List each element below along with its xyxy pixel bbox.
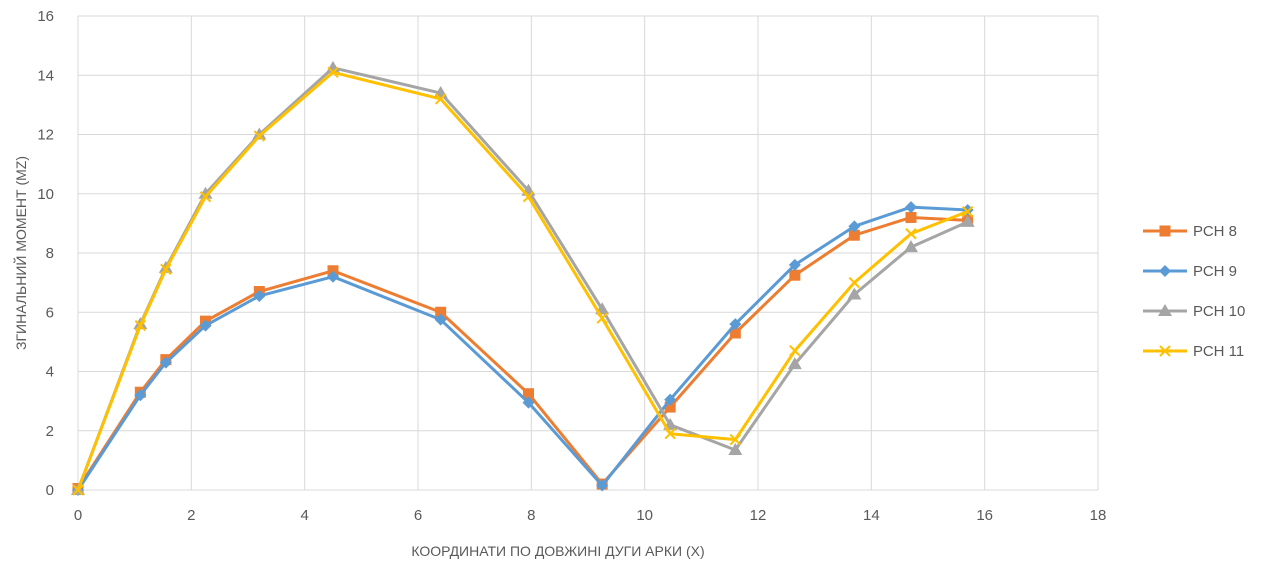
x-tick-label: 2	[187, 507, 195, 524]
legend-label: РСН 9	[1193, 263, 1237, 280]
y-tick-label: 8	[46, 245, 54, 262]
data-point-square	[523, 388, 534, 400]
data-point-x	[253, 130, 266, 142]
y-tick-label: 10	[37, 186, 54, 203]
data-point-x	[729, 433, 742, 446]
data-point-triangle	[728, 443, 743, 456]
legend-item: РСН 11	[1143, 343, 1244, 360]
x-tick-label: 8	[527, 507, 535, 524]
series-3	[71, 60, 975, 495]
data-point-diamond	[434, 313, 447, 326]
y-tick-label: 12	[37, 127, 54, 144]
data-point-triangle	[1158, 304, 1172, 316]
y-tick-label: 14	[37, 67, 54, 84]
series-line	[76, 215, 968, 490]
data-point-diamond	[729, 318, 742, 331]
data-point-square	[664, 401, 676, 413]
data-point-x	[72, 484, 84, 496]
x-tick-label: 10	[636, 507, 653, 524]
legend-label: РСН 10	[1193, 303, 1245, 320]
series-1	[72, 211, 974, 495]
x-tick-label: 12	[750, 507, 767, 524]
legend-item: РСН 9	[1143, 263, 1237, 280]
series-4	[72, 66, 974, 496]
data-point-square	[905, 211, 917, 223]
data-point-x	[434, 93, 447, 105]
data-point-triangle	[198, 186, 213, 199]
series-lines	[71, 60, 975, 496]
data-point-x	[1159, 345, 1171, 357]
data-point-x	[961, 205, 974, 218]
data-point-x	[905, 228, 917, 240]
data-point-diamond	[596, 479, 609, 492]
legend-item: РСН 10	[1143, 303, 1245, 320]
data-point-square	[789, 269, 801, 281]
data-point-diamond	[788, 258, 801, 271]
legend-item: РСН 8	[1143, 223, 1237, 240]
series-line	[76, 66, 969, 491]
data-point-diamond	[1159, 265, 1171, 277]
x-tick-label: 18	[1090, 507, 1107, 524]
y-tick-label: 2	[46, 423, 54, 440]
data-point-x	[789, 345, 801, 357]
data-point-square	[1159, 225, 1171, 237]
data-point-triangle	[252, 127, 267, 140]
legend-label: РСН 8	[1193, 223, 1237, 240]
data-point-triangle	[904, 240, 918, 253]
data-point-diamond	[199, 319, 212, 332]
y-tick-label: 0	[46, 482, 54, 499]
data-point-x	[327, 66, 339, 78]
data-point-x	[522, 191, 535, 203]
legend-label: РСН 11	[1193, 343, 1244, 360]
gridlines	[77, 15, 1099, 491]
x-axis-title: КООРДИНАТИ ПО ДОВЖИНІ ДУГИ АРКИ (X)	[411, 543, 704, 559]
data-point-diamond	[253, 289, 266, 302]
y-axis-title: ЗГИНАЛЬНИЙ МОМЕНТ (MZ)	[12, 156, 29, 350]
x-tick-label: 14	[863, 507, 880, 524]
data-point-diamond	[134, 389, 147, 402]
x-tick-label: 0	[74, 507, 82, 524]
data-point-x	[134, 319, 147, 332]
data-point-triangle	[847, 287, 862, 300]
data-point-x	[664, 428, 676, 440]
data-point-diamond	[522, 396, 535, 409]
x-tick-label: 16	[976, 507, 993, 524]
axes: 0 2 4 6 8 10 12 14 16 0 2 4 6 8 10 12 14 16 18	[37, 8, 1106, 524]
data-point-x	[596, 312, 608, 324]
data-point-triangle	[787, 357, 802, 370]
y-tick-label: 6	[46, 304, 54, 321]
data-point-x	[848, 276, 861, 289]
legend: РСН 8 РСН 9 РСН 10 РСН 11	[1143, 223, 1245, 360]
data-point-diamond	[905, 201, 917, 214]
data-point-square	[848, 229, 860, 241]
data-point-x	[160, 263, 172, 276]
data-point-square	[729, 327, 741, 339]
data-point-diamond	[159, 356, 172, 369]
data-point-diamond	[848, 220, 861, 233]
data-point-x	[199, 191, 212, 203]
data-point-square	[435, 306, 447, 318]
y-tick-label: 4	[46, 364, 54, 381]
x-tick-label: 4	[300, 507, 308, 524]
data-point-diamond	[327, 270, 339, 283]
y-tick-label: 16	[37, 8, 54, 25]
data-point-triangle	[960, 214, 975, 227]
x-tick-label: 6	[414, 507, 422, 524]
data-point-diamond	[664, 393, 677, 406]
